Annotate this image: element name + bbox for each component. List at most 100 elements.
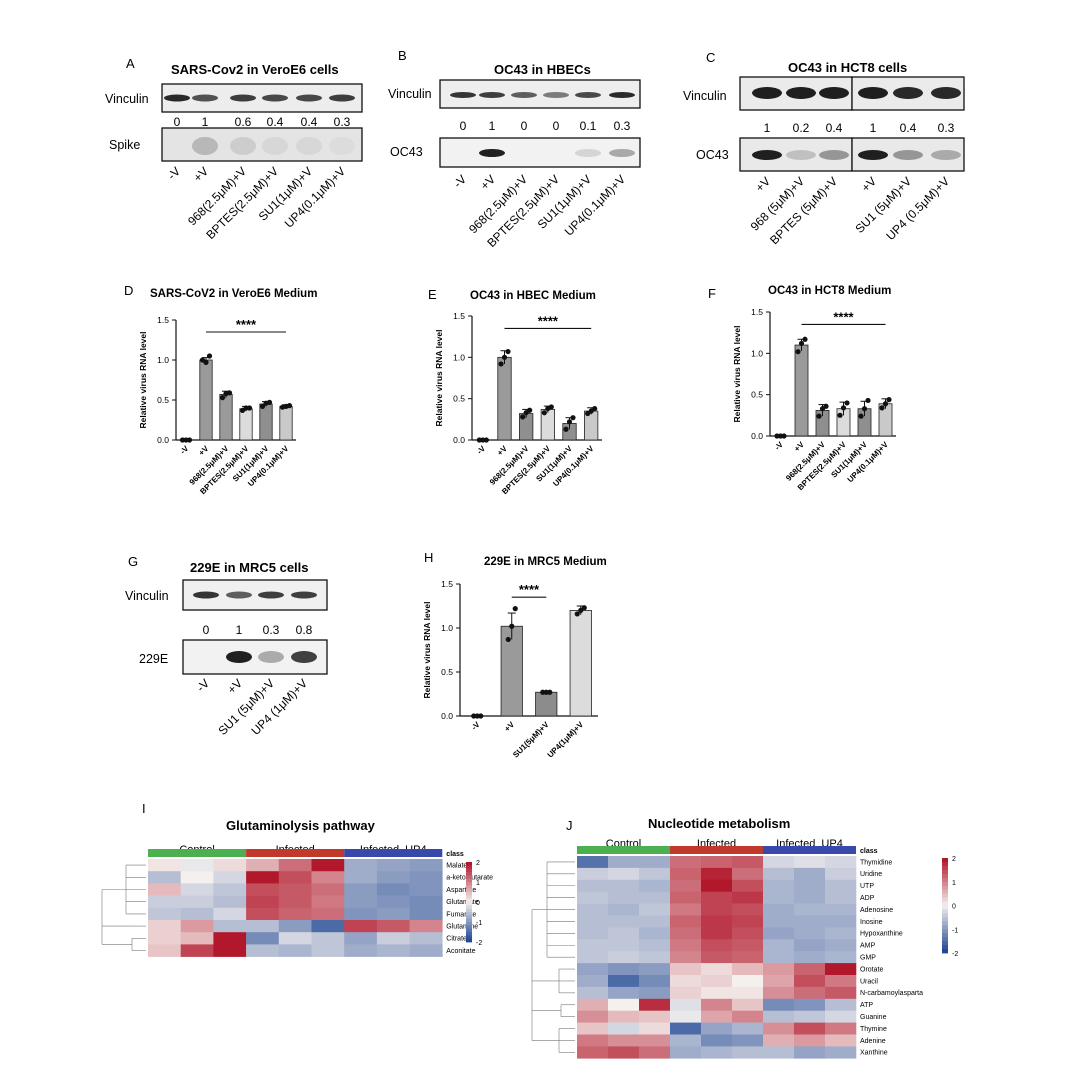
- bar: [199, 359, 213, 441]
- metabolite-label: Malate: [446, 863, 467, 870]
- vinculin-band: [192, 94, 218, 102]
- heatmap-cell: [825, 891, 857, 904]
- heatmap-cell: [278, 932, 312, 945]
- heatmap-cell: [825, 927, 857, 940]
- heatmap-cell: [763, 1046, 795, 1059]
- heatmap-cell: [794, 1046, 826, 1059]
- heatmap-cell: [732, 891, 764, 904]
- quant-value: 0.4: [267, 115, 284, 129]
- colorbar-segment: [466, 892, 472, 896]
- quant-value: 0.4: [301, 115, 318, 129]
- data-point: [879, 405, 885, 411]
- data-point: [246, 405, 253, 411]
- heatmap-cell: [344, 883, 378, 896]
- heatmap-cell: [825, 986, 857, 1000]
- colorbar-segment: [466, 915, 472, 920]
- significance-label: ****: [236, 317, 257, 332]
- class-label: class: [446, 851, 464, 858]
- blot-title-c: OC43 in HCT8 cells: [788, 60, 907, 75]
- blot-lane-labels-b: -V +V968(2.5μM)+VBPTES(2.5μM)+VSU1(1μM)+V…: [451, 172, 628, 250]
- y-tick-label: 0.5: [157, 395, 169, 405]
- panel-letter-a: A: [126, 56, 135, 71]
- colorbar-segment: [466, 905, 472, 910]
- heatmap-cell: [409, 944, 443, 957]
- lane-label: UP4(0.1μM)+V: [562, 172, 628, 238]
- metabolite-label: AMP: [860, 943, 876, 950]
- heatmap-cell: [608, 879, 640, 892]
- vinculin-band: [858, 87, 888, 99]
- colorbar-tick-label: 2: [476, 860, 480, 867]
- class-bar-segment: [246, 849, 345, 857]
- heatmap-cell: [763, 998, 795, 1011]
- blot-quantification-g: 0 1 0.3 0.8: [203, 623, 313, 637]
- y-tick-label: 0.0: [453, 435, 465, 445]
- heatmap-cell: [577, 879, 609, 892]
- colorbar-segment: [942, 917, 948, 922]
- heatmap-cell: [577, 856, 609, 869]
- heatmap-cell: [409, 883, 443, 896]
- bar: [535, 691, 558, 717]
- x-category-label: -V: [475, 444, 487, 456]
- heatmap-cell: [180, 871, 214, 884]
- quant-value: 0.3: [938, 121, 955, 135]
- colorbar-segment: [942, 913, 948, 918]
- blot-row-label-oc43-b: OC43: [390, 145, 423, 159]
- bar-chart-d: D SARS-CoV2 in VeroE6 Medium 0.0 0.5 1.0 1.5 R…: [124, 283, 317, 496]
- lane-label: -V: [451, 172, 469, 190]
- heatmap-cell: [213, 871, 247, 884]
- blot-row-label-vinculin-a: Vinculin: [105, 92, 149, 106]
- significance-label: ****: [519, 582, 540, 597]
- colorbar-segment: [942, 861, 948, 867]
- vinculin-band: [752, 87, 782, 99]
- heatmap-cell: [213, 944, 247, 957]
- significance-label: ****: [538, 313, 559, 328]
- chart-title: OC43 in HBEC Medium: [470, 290, 596, 302]
- virus-band: [296, 137, 322, 155]
- heatmap-cell: [732, 939, 764, 952]
- heatmap-cell: [825, 903, 857, 916]
- data-point: [505, 636, 511, 643]
- heatmap-cell: [825, 963, 857, 976]
- chart-title: OC43 in HCT8 Medium: [768, 285, 891, 297]
- y-tick-label: 1.5: [751, 307, 763, 317]
- heatmap-cell: [763, 963, 795, 976]
- colorbar-segment: [942, 925, 948, 930]
- quant-value: 1: [870, 121, 877, 135]
- heatmap-cell: [701, 879, 733, 892]
- vinculin-band: [893, 87, 923, 99]
- heatmap-cell: [148, 907, 181, 921]
- data-point: [498, 361, 504, 367]
- heatmap-cell: [409, 859, 443, 872]
- quant-value: 0.3: [614, 119, 631, 133]
- heatmap-cell: [608, 891, 640, 904]
- bar: [497, 356, 512, 441]
- heatmap-cell: [608, 1010, 640, 1023]
- heatmap-cell: [763, 927, 795, 940]
- heatmap-cell: [577, 951, 609, 964]
- heatmap-cell: [670, 998, 702, 1011]
- heatmap-cell: [639, 1034, 671, 1047]
- bar: [569, 610, 592, 717]
- heatmap-cell: [577, 927, 609, 940]
- heatmap-cell: [344, 859, 378, 872]
- heatmap-cell: [577, 867, 609, 881]
- data-point: [581, 605, 587, 611]
- y-tick-label: 1.5: [157, 315, 169, 325]
- heatmap-cell: [670, 975, 702, 988]
- heatmap-cell: [732, 903, 764, 916]
- heatmap-cell: [180, 932, 214, 945]
- blot-panel-c: C OC43 in HCT8 cells Vinculin 1 0.2 0.4 1 0.…: [683, 50, 965, 247]
- metabolite-label: Uridine: [860, 871, 882, 878]
- heatmap-cell: [732, 1046, 764, 1059]
- heatmap-cell: [825, 1022, 857, 1035]
- colorbar-segment: [942, 901, 948, 906]
- vinculin-band: [164, 94, 190, 102]
- bar-chart-e: E OC43 in HBEC Medium 0.0 0.5 1.0 1.5 Relative…: [428, 287, 602, 496]
- y-tick-label: 1.0: [441, 623, 453, 633]
- heatmap-cell: [344, 932, 378, 945]
- heatmap-cell: [794, 879, 826, 892]
- heatmap-cell: [701, 927, 733, 940]
- quant-value: 0: [521, 119, 528, 133]
